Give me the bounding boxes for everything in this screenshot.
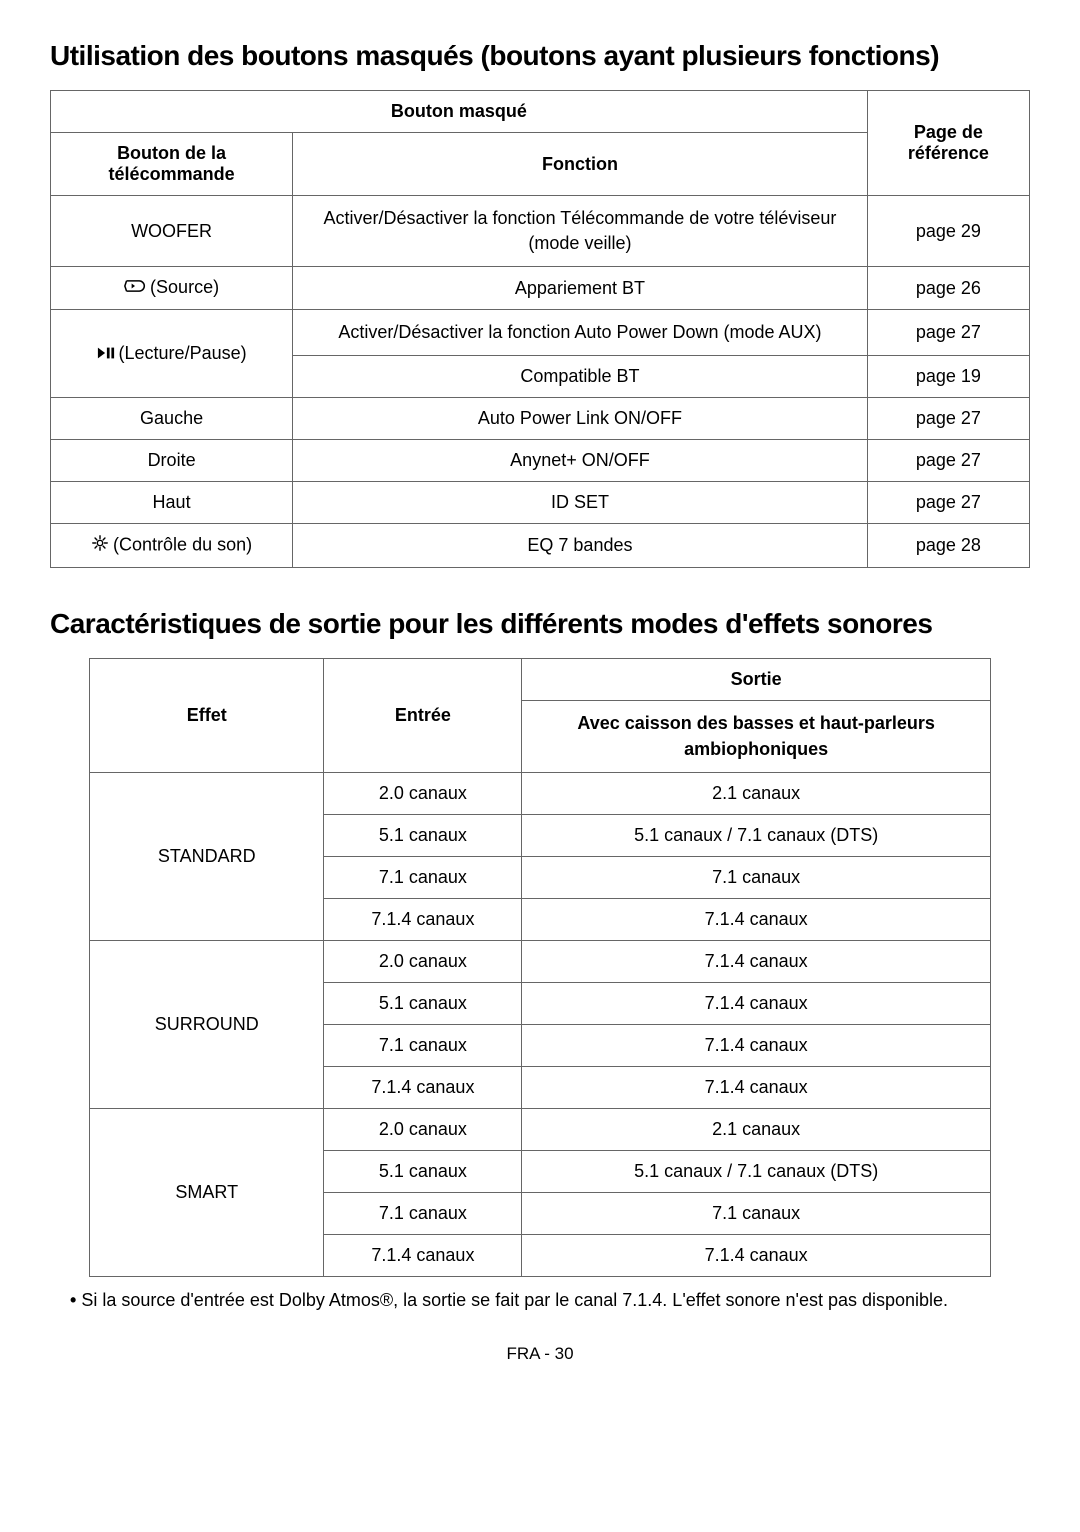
table-row: Haut ID SET page 27 bbox=[51, 482, 1030, 524]
cell-in: 7.1 canaux bbox=[324, 1192, 522, 1234]
cell-playpause-btn: (Lecture/Pause) bbox=[51, 310, 293, 398]
cell-sound-btn: (Contrôle du son) bbox=[51, 524, 293, 568]
table-row: Droite Anynet+ ON/OFF page 27 bbox=[51, 440, 1030, 482]
cell-effect-standard: STANDARD bbox=[90, 772, 324, 940]
source-icon bbox=[124, 278, 146, 299]
cell-woofer-btn: WOOFER bbox=[51, 196, 293, 267]
cell-left-fn: Auto Power Link ON/OFF bbox=[293, 398, 868, 440]
cell-woofer-ref: page 29 bbox=[867, 196, 1029, 267]
cell-playpause-ref2: page 19 bbox=[867, 356, 1029, 398]
cell-woofer-fn: Activer/Désactiver la fonction Télécomma… bbox=[293, 196, 868, 267]
cell-right-fn: Anynet+ ON/OFF bbox=[293, 440, 868, 482]
table-row: SMART 2.0 canaux 2.1 canaux bbox=[90, 1108, 991, 1150]
cell-sound-label: (Contrôle du son) bbox=[113, 535, 252, 555]
cell-in: 7.1.4 canaux bbox=[324, 898, 522, 940]
table-row: (Contrôle du son) EQ 7 bandes page 28 bbox=[51, 524, 1030, 568]
cell-sound-ref: page 28 bbox=[867, 524, 1029, 568]
gear-icon bbox=[91, 534, 109, 557]
cell-out: 7.1.4 canaux bbox=[522, 1234, 990, 1276]
cell-in: 7.1.4 canaux bbox=[324, 1234, 522, 1276]
page-footer: FRA - 30 bbox=[50, 1344, 1030, 1364]
cell-out: 7.1.4 canaux bbox=[522, 1066, 990, 1108]
th-input: Entrée bbox=[324, 659, 522, 772]
cell-out: 5.1 canaux / 7.1 canaux (DTS) bbox=[522, 1150, 990, 1192]
th-output: Sortie bbox=[522, 659, 990, 701]
cell-source-ref: page 26 bbox=[867, 267, 1029, 310]
cell-in: 7.1 canaux bbox=[324, 856, 522, 898]
th-effect: Effet bbox=[90, 659, 324, 772]
table-row: Gauche Auto Power Link ON/OFF page 27 bbox=[51, 398, 1030, 440]
cell-out: 7.1.4 canaux bbox=[522, 1024, 990, 1066]
cell-left-ref: page 27 bbox=[867, 398, 1029, 440]
th-masked-button: Bouton masqué bbox=[51, 91, 868, 133]
cell-out: 7.1.4 canaux bbox=[522, 940, 990, 982]
cell-up-btn: Haut bbox=[51, 482, 293, 524]
cell-left-btn: Gauche bbox=[51, 398, 293, 440]
heading-hidden-buttons: Utilisation des boutons masqués (boutons… bbox=[50, 40, 1030, 72]
cell-playpause-fn2: Compatible BT bbox=[293, 356, 868, 398]
cell-playpause-label: (Lecture/Pause) bbox=[119, 343, 247, 363]
cell-playpause-ref1: page 27 bbox=[867, 310, 1029, 356]
cell-in: 7.1 canaux bbox=[324, 1024, 522, 1066]
table-hidden-buttons: Bouton masqué Page de référence Bouton d… bbox=[50, 90, 1030, 568]
cell-right-ref: page 27 bbox=[867, 440, 1029, 482]
cell-in: 2.0 canaux bbox=[324, 772, 522, 814]
table-row: WOOFER Activer/Désactiver la fonction Té… bbox=[51, 196, 1030, 267]
cell-out: 2.1 canaux bbox=[522, 772, 990, 814]
th-function: Fonction bbox=[293, 133, 868, 196]
heading-output-characteristics: Caractéristiques de sortie pour les diff… bbox=[50, 608, 1030, 640]
cell-effect-surround: SURROUND bbox=[90, 940, 324, 1108]
cell-playpause-fn1: Activer/Désactiver la fonction Auto Powe… bbox=[293, 310, 868, 356]
cell-up-fn: ID SET bbox=[293, 482, 868, 524]
cell-source-btn: (Source) bbox=[51, 267, 293, 310]
cell-sound-fn: EQ 7 bandes bbox=[293, 524, 868, 568]
cell-out: 5.1 canaux / 7.1 canaux (DTS) bbox=[522, 814, 990, 856]
table-row: (Source) Appariement BT page 26 bbox=[51, 267, 1030, 310]
th-output-sub: Avec caisson des basses et haut-parleurs… bbox=[522, 701, 990, 772]
cell-source-label: (Source) bbox=[150, 277, 219, 297]
play-pause-icon bbox=[97, 344, 115, 365]
table-row: STANDARD 2.0 canaux 2.1 canaux bbox=[90, 772, 991, 814]
table-output-modes: Effet Entrée Sortie Avec caisson des bas… bbox=[89, 658, 991, 1276]
cell-in: 7.1.4 canaux bbox=[324, 1066, 522, 1108]
cell-in: 2.0 canaux bbox=[324, 940, 522, 982]
cell-in: 5.1 canaux bbox=[324, 814, 522, 856]
table-row: (Lecture/Pause) Activer/Désactiver la fo… bbox=[51, 310, 1030, 356]
cell-in: 5.1 canaux bbox=[324, 982, 522, 1024]
th-reference-page: Page de référence bbox=[867, 91, 1029, 196]
cell-out: 7.1 canaux bbox=[522, 856, 990, 898]
cell-effect-smart: SMART bbox=[90, 1108, 324, 1276]
cell-in: 2.0 canaux bbox=[324, 1108, 522, 1150]
cell-out: 7.1.4 canaux bbox=[522, 982, 990, 1024]
th-remote-button: Bouton de la télécommande bbox=[51, 133, 293, 196]
table-row: SURROUND 2.0 canaux 7.1.4 canaux bbox=[90, 940, 991, 982]
cell-out: 7.1.4 canaux bbox=[522, 898, 990, 940]
note-dolby-atmos: Si la source d'entrée est Dolby Atmos®, … bbox=[70, 1287, 1030, 1314]
cell-right-btn: Droite bbox=[51, 440, 293, 482]
cell-out: 7.1 canaux bbox=[522, 1192, 990, 1234]
cell-out: 2.1 canaux bbox=[522, 1108, 990, 1150]
cell-up-ref: page 27 bbox=[867, 482, 1029, 524]
cell-in: 5.1 canaux bbox=[324, 1150, 522, 1192]
cell-source-fn: Appariement BT bbox=[293, 267, 868, 310]
